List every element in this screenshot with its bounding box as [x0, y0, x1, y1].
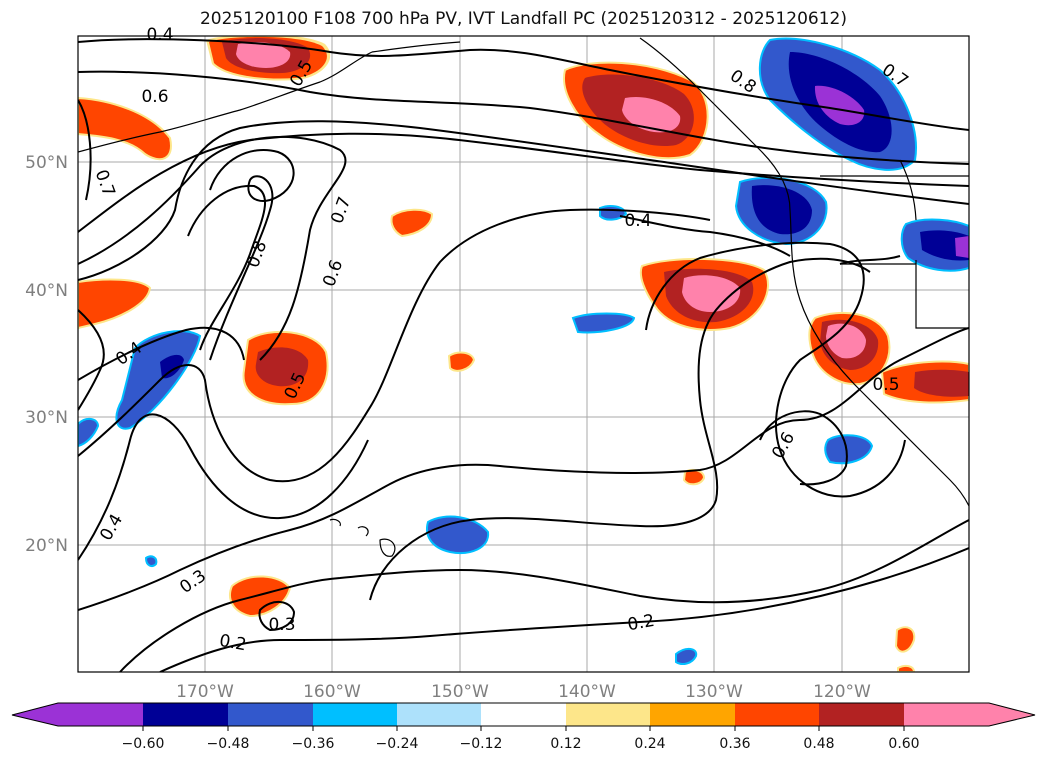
lat-label: 40°N — [25, 281, 68, 301]
anomaly-blob-rockies — [900, 218, 969, 272]
anomaly-blob-california — [808, 311, 969, 404]
lat-label: 30°N — [25, 408, 68, 428]
colorbar-tick-label: 0.36 — [719, 736, 750, 752]
contour-label: 0.4 — [146, 25, 173, 45]
contour-label: 0.2 — [626, 611, 656, 635]
colorbar-segment — [819, 703, 904, 726]
positive-anomaly-areas — [78, 36, 969, 672]
colorbar-segment — [397, 703, 481, 726]
lon-label: 140°W — [558, 682, 616, 702]
colorbar-ticks — [142, 726, 905, 731]
lon-label: 160°W — [303, 682, 361, 702]
contour-label: 0.5 — [872, 375, 899, 395]
anomaly-blob-bc-coast — [563, 61, 709, 160]
coastlines — [78, 37, 969, 557]
colorbar-tick-label: −0.36 — [292, 736, 335, 752]
lon-label: 130°W — [685, 682, 743, 702]
anomaly-blob-west-left — [78, 96, 172, 330]
contour-label: 0.6 — [141, 87, 168, 107]
colorbar-segment — [58, 703, 143, 726]
colorbar-segment — [313, 703, 397, 726]
lon-label: 170°W — [176, 682, 234, 702]
colorbar-tick-label: 0.24 — [634, 736, 665, 752]
colorbar: −0.60 −0.48 −0.36 −0.24 −0.12 0.12 0.24 … — [11, 702, 1036, 752]
lat-label: 50°N — [25, 153, 68, 173]
negative-anomaly-areas — [78, 37, 969, 665]
colorbar-tick-label: −0.60 — [122, 736, 165, 752]
anomaly-blob-small — [229, 469, 916, 672]
longitude-labels: 170°W 160°W 150°W 140°W 130°W 120°W — [176, 682, 871, 702]
anomaly-blob-central — [242, 208, 476, 406]
colorbar-segment — [481, 703, 566, 726]
colorbar-segment — [12, 703, 58, 726]
colorbar-segment — [143, 703, 228, 726]
colorbar-segment — [566, 703, 650, 726]
colorbar-tick-label: −0.24 — [376, 736, 419, 752]
colorbar-outline — [11, 702, 1036, 727]
colorbar-segment — [228, 703, 313, 726]
anomaly-blob-canada — [758, 37, 917, 171]
anomaly-blob-central-neg — [78, 205, 874, 665]
colorbar-tick-label: −0.12 — [460, 736, 503, 752]
colorbar-segment — [650, 703, 735, 726]
latitude-labels: 50°N 40°N 30°N 20°N — [25, 153, 68, 556]
lon-label: 120°W — [813, 682, 871, 702]
colorbar-tick-label: 0.48 — [803, 736, 834, 752]
map-frame — [77, 35, 970, 673]
colorbar-tick-label: 0.60 — [888, 736, 919, 752]
contour-label: 0.4 — [624, 211, 651, 231]
colorbar-tick-label: −0.48 — [207, 736, 250, 752]
lon-label: 150°W — [431, 682, 489, 702]
pv-contours — [78, 38, 969, 672]
map-plot-area — [78, 36, 969, 672]
lat-label: 20°N — [25, 536, 68, 556]
colorbar-segment — [989, 703, 1035, 726]
contour-label: 0.3 — [268, 615, 295, 635]
map-title: 2025120100 F108 700 hPa PV, IVT Landfall… — [199, 9, 847, 29]
colorbar-segment — [904, 703, 989, 726]
colorbar-segment — [735, 703, 819, 726]
contour-label: 0.2 — [218, 631, 248, 655]
colorbar-tick-label: 0.12 — [550, 736, 581, 752]
anomaly-blob-pnw — [734, 176, 828, 246]
